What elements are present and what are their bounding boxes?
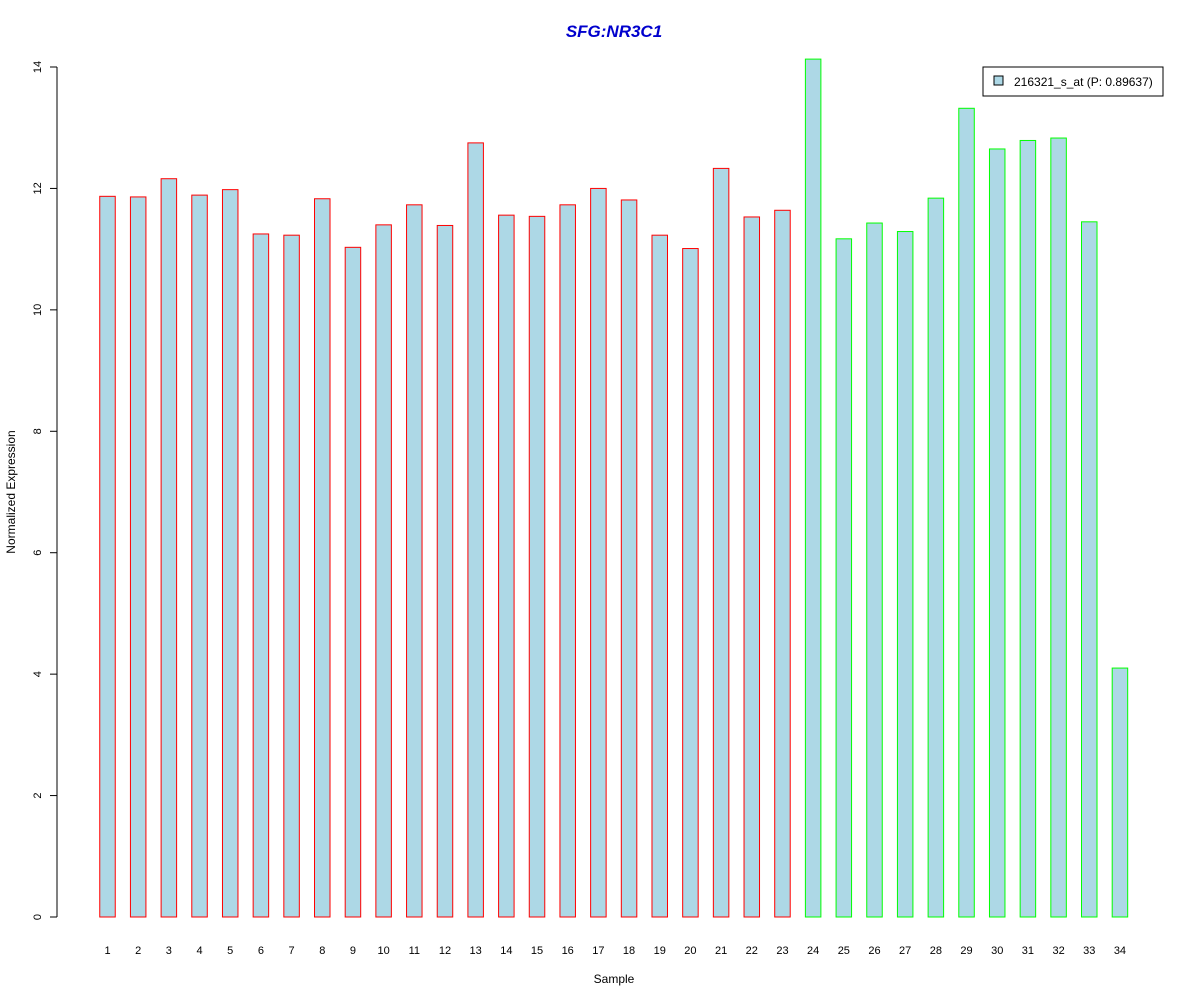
bar: [1111, 667, 1129, 918]
x-tick-label: 33: [1083, 945, 1095, 957]
x-tick-label: 32: [1052, 945, 1064, 957]
bar: [866, 222, 883, 918]
x-tick-label: 17: [592, 945, 604, 957]
bar: [896, 231, 914, 918]
y-tick-label: 12: [32, 182, 44, 194]
bar: [375, 224, 392, 918]
bar: [743, 216, 761, 918]
y-tick-label: 6: [32, 550, 44, 556]
bar: [804, 58, 822, 918]
x-tick-label: 30: [991, 945, 1003, 957]
y-tick-label: 4: [32, 671, 44, 677]
bar: [958, 107, 975, 918]
bar: [774, 209, 791, 918]
bar: [712, 167, 730, 918]
x-tick-label: 3: [166, 945, 172, 957]
x-tick-label: 14: [500, 945, 512, 957]
x-tick-label: 29: [960, 945, 972, 957]
bar: [682, 248, 699, 918]
bar: [314, 198, 331, 918]
x-tick-label: 20: [684, 945, 696, 957]
x-tick-label: 24: [807, 945, 819, 957]
bar: [498, 214, 515, 918]
x-tick-label: 15: [531, 945, 543, 957]
x-tick-label: 18: [623, 945, 635, 957]
x-tick-label: 10: [377, 945, 389, 957]
x-tick-label: 19: [654, 945, 666, 957]
bar: [1081, 221, 1098, 918]
x-tick-label: 6: [258, 945, 264, 957]
y-tick-label: 8: [32, 428, 44, 434]
x-tick-label: 27: [899, 945, 911, 957]
bar: [620, 199, 638, 918]
x-tick-label: 26: [868, 945, 880, 957]
bar: [436, 224, 454, 918]
x-tick-label: 11: [409, 945, 420, 957]
bar: [1050, 137, 1067, 918]
bar: [467, 142, 484, 918]
bar: [283, 234, 300, 918]
bar: [160, 178, 178, 918]
bar: [99, 195, 116, 918]
bar: [835, 238, 853, 918]
x-tick-label: 16: [562, 945, 574, 957]
legend-label: 216321_s_at (P: 0.89637): [1014, 75, 1153, 89]
y-axis-title: Normalized Expression: [4, 430, 18, 553]
y-tick-label: 10: [32, 304, 44, 316]
bar: [528, 215, 546, 918]
y-axis: 0 2 4 6 8 10 12 14: [32, 61, 58, 920]
bar: [1019, 139, 1037, 918]
x-tick-label: 22: [746, 945, 758, 957]
x-tick-label: 21: [715, 945, 727, 957]
x-tick-label: 25: [838, 945, 850, 957]
bar: [559, 204, 576, 918]
y-tick-label: 0: [32, 914, 44, 920]
legend-box: [982, 66, 1164, 97]
x-tick-label: 8: [319, 945, 325, 957]
x-tick-labels: 1 2 3 4 5 6 7 8 9 10 11 12 13 14 15 16 17 18 19 20 21 22 23 24 2…: [104, 945, 1126, 957]
bar: [988, 148, 1006, 918]
x-tick-label: 28: [930, 945, 942, 957]
x-tick-label: 9: [350, 945, 356, 957]
y-tick-label: 14: [32, 61, 44, 73]
x-tick-label: 12: [439, 945, 451, 957]
bar: [344, 246, 362, 918]
x-tick-label: 4: [196, 945, 202, 957]
bar: [191, 194, 208, 918]
x-tick-label: 5: [227, 945, 233, 957]
bar: [129, 196, 147, 918]
chart-title: SFG:NR3C1: [566, 22, 662, 41]
legend: 216321_s_at (P: 0.89637): [982, 66, 1164, 97]
legend-swatch: [993, 75, 1004, 86]
bar: [221, 189, 239, 918]
bar: [927, 197, 945, 918]
x-tick-label: 31: [1022, 945, 1034, 957]
x-axis-title: Sample: [594, 972, 635, 986]
bars: [99, 58, 1129, 918]
x-tick-label: 23: [776, 945, 788, 957]
bar: [252, 233, 270, 918]
x-tick-label: 13: [470, 945, 482, 957]
x-tick-label: 2: [135, 945, 141, 957]
bar: [406, 204, 423, 918]
x-tick-label: 7: [289, 945, 295, 957]
bar: [651, 234, 668, 918]
bar: [590, 187, 607, 918]
x-tick-label: 1: [104, 945, 110, 957]
x-tick-label: 34: [1114, 945, 1126, 957]
y-tick-label: 2: [32, 793, 44, 799]
